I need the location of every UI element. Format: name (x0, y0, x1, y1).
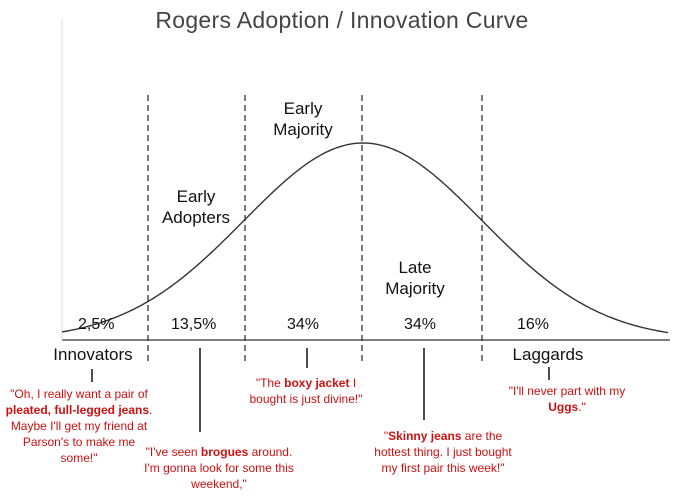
label-late-majority: Late Majority (385, 258, 445, 298)
quote-early-majority: "The boxy jacket I bought is just divine… (249, 376, 363, 406)
percent-laggards: 16% (517, 316, 550, 333)
percent-late-majority: 34% (404, 316, 437, 333)
quote-laggards: "I'll never part with my Uggs." (508, 384, 626, 414)
quote-late-majority: "Skinny jeans are the hottest thing. I j… (374, 429, 512, 475)
label-laggards: Laggards (512, 345, 584, 364)
percent-early-adopters: 13,5% (171, 316, 217, 333)
label-early-majority: Early Majority (273, 99, 333, 139)
quote-early-adopters: "I've seen brogues around. I'm gonna loo… (144, 445, 294, 491)
percent-innovators: 2,5% (78, 316, 115, 333)
bell-curve (61, 142, 669, 334)
label-innovators: Innovators (53, 345, 133, 364)
page-title: Rogers Adoption / Innovation Curve (155, 7, 529, 33)
quote-innovators: "Oh, I really want a pair of pleated, fu… (5, 387, 153, 465)
label-early-adopters: Early Adopters (161, 187, 231, 227)
percent-early-majority: 34% (287, 316, 320, 333)
